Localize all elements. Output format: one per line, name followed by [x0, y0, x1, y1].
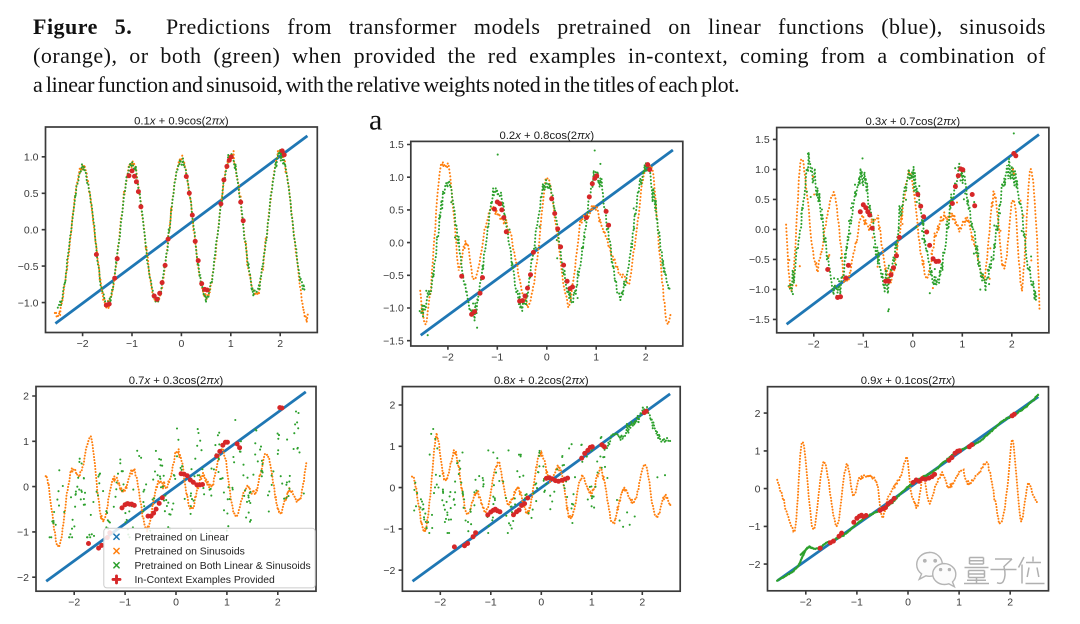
svg-text:0.8x + 0.2cos(2πx): 0.8x + 0.2cos(2πx): [494, 375, 589, 387]
svg-text:−2: −2: [77, 338, 89, 350]
svg-text:0.5: 0.5: [755, 194, 770, 206]
svg-text:1: 1: [390, 441, 396, 453]
svg-text:2: 2: [639, 597, 645, 609]
svg-text:1: 1: [755, 446, 761, 458]
svg-text:−1: −1: [857, 338, 869, 350]
svg-text:1: 1: [228, 338, 234, 350]
svg-text:2: 2: [275, 597, 281, 609]
svg-text:0.5: 0.5: [24, 188, 39, 200]
svg-text:−1.0: −1.0: [749, 284, 770, 296]
svg-text:0: 0: [538, 597, 544, 609]
svg-text:−1: −1: [851, 596, 863, 608]
svg-text:1.0: 1.0: [389, 172, 404, 184]
svg-text:a: a: [369, 104, 382, 137]
svg-text:0.9x + 0.1cos(2πx): 0.9x + 0.1cos(2πx): [861, 375, 956, 387]
svg-text:0.0: 0.0: [755, 224, 770, 236]
svg-text:0.3x + 0.7cos(2πx): 0.3x + 0.7cos(2πx): [866, 116, 961, 128]
svg-text:−1: −1: [126, 338, 138, 350]
svg-text:2: 2: [643, 352, 649, 364]
svg-text:2: 2: [23, 391, 29, 403]
svg-text:1.0: 1.0: [24, 152, 39, 164]
svg-text:0: 0: [755, 483, 761, 495]
svg-text:1.5: 1.5: [755, 134, 770, 146]
svg-text:1.0: 1.0: [755, 164, 770, 176]
svg-text:−0.5: −0.5: [383, 270, 404, 282]
svg-text:0: 0: [178, 338, 184, 350]
svg-text:−1.5: −1.5: [383, 335, 404, 347]
svg-text:0: 0: [905, 596, 911, 608]
svg-text:1: 1: [589, 597, 595, 609]
svg-text:0.7x + 0.3cos(2πx): 0.7x + 0.3cos(2πx): [129, 375, 224, 387]
svg-text:Pretrained on Linear: Pretrained on Linear: [135, 532, 230, 543]
svg-text:2: 2: [277, 338, 283, 350]
svg-text:−2: −2: [434, 597, 446, 609]
svg-text:−1: −1: [485, 597, 497, 609]
svg-text:2: 2: [755, 408, 761, 420]
svg-text:−2: −2: [17, 572, 29, 584]
svg-text:−1: −1: [383, 524, 395, 536]
svg-text:−0.5: −0.5: [18, 261, 39, 273]
svg-text:In-Context Examples Provided: In-Context Examples Provided: [135, 575, 276, 586]
svg-text:0: 0: [910, 338, 916, 350]
svg-text:−1.0: −1.0: [18, 297, 39, 309]
svg-text:−2: −2: [383, 565, 395, 577]
svg-text:0.0: 0.0: [24, 224, 39, 236]
svg-text:0: 0: [390, 482, 396, 494]
svg-text:1: 1: [224, 597, 230, 609]
svg-text:−1: −1: [119, 597, 131, 609]
svg-text:1: 1: [593, 352, 599, 364]
svg-text:0: 0: [544, 352, 550, 364]
svg-text:Pretrained on Sinusoids: Pretrained on Sinusoids: [135, 547, 245, 558]
svg-text:1.5: 1.5: [389, 139, 404, 151]
svg-text:1: 1: [956, 596, 962, 608]
svg-text:0.2x + 0.8cos(2πx): 0.2x + 0.8cos(2πx): [500, 130, 595, 142]
svg-text:0.1x + 0.9cos(2πx): 0.1x + 0.9cos(2πx): [134, 116, 229, 128]
svg-text:1: 1: [959, 338, 965, 350]
svg-text:2: 2: [390, 400, 396, 412]
svg-text:0.5: 0.5: [389, 205, 404, 217]
svg-text:−1: −1: [749, 521, 761, 533]
svg-text:−1.0: −1.0: [383, 303, 404, 315]
svg-text:−1.5: −1.5: [749, 314, 770, 326]
svg-text:2: 2: [1009, 338, 1015, 350]
svg-text:−2: −2: [800, 596, 812, 608]
svg-text:0: 0: [23, 481, 29, 493]
svg-text:−1: −1: [17, 527, 29, 539]
svg-text:−2: −2: [68, 597, 80, 609]
svg-text:−2: −2: [442, 352, 454, 364]
svg-text:Pretrained on Both Linear & Si: Pretrained on Both Linear & Sinusoids: [135, 561, 311, 572]
svg-text:0: 0: [173, 597, 179, 609]
svg-text:0.0: 0.0: [389, 237, 404, 249]
svg-text:−1: −1: [491, 352, 503, 364]
svg-text:−2: −2: [808, 338, 820, 350]
svg-text:−2: −2: [749, 559, 761, 571]
svg-text:−0.5: −0.5: [749, 254, 770, 266]
svg-text:2: 2: [1007, 596, 1013, 608]
svg-text:1: 1: [23, 436, 29, 448]
